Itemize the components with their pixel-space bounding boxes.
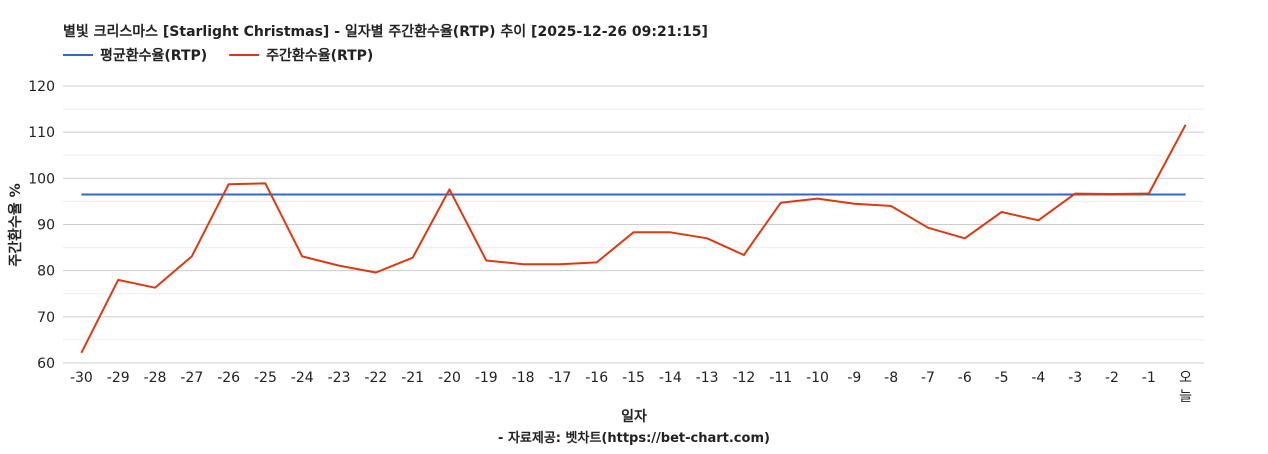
x-tick-label: -21 (401, 370, 424, 386)
x-tick-label: -19 (475, 370, 498, 386)
y-axis: 60 70 80 90 100 110 120 (28, 79, 55, 372)
y-tick-label: 60 (37, 356, 55, 372)
weekly-rtp-line (80, 124, 1187, 354)
x-tick-label: -16 (585, 370, 608, 386)
x-tick-label: -6 (958, 370, 972, 386)
x-tick-label: -13 (696, 370, 719, 386)
x-tick-label: -25 (254, 370, 277, 386)
x-tick-label: -9 (847, 370, 861, 386)
x-tick-label: -29 (107, 370, 130, 386)
y-tick-label: 80 (37, 264, 55, 280)
legend: 평균환수율(RTP) 주간환수율(RTP) (63, 47, 373, 64)
data-source-credit: - 자료제공: 벳차트(https://bet-chart.com) (498, 430, 770, 446)
x-tick-label: -20 (438, 370, 461, 386)
legend-label: 주간환수율(RTP) (266, 47, 373, 64)
x-tick-label: -11 (769, 370, 792, 386)
x-tick-label: -1 (1142, 370, 1156, 386)
y-axis-title: 주간환수율 % (7, 183, 24, 266)
x-tick-label: -14 (659, 370, 682, 386)
chart-title: 별빛 크리스마스 [Starlight Christmas] - 일자별 주간환… (63, 23, 708, 40)
gridlines (63, 85, 1204, 364)
y-tick-label: 100 (28, 171, 55, 187)
x-tick-label: -15 (622, 370, 645, 386)
y-tick-label: 110 (28, 125, 55, 141)
x-tick-label: -8 (884, 370, 898, 386)
x-tick-label: -28 (144, 370, 167, 386)
y-tick-label: 120 (28, 79, 55, 95)
x-tick-label: -2 (1105, 370, 1119, 386)
x-tick-label: -5 (995, 370, 1009, 386)
x-tick-label: -27 (180, 370, 203, 386)
x-axis-title: 일자 (621, 409, 647, 425)
x-tick-label: -23 (328, 370, 351, 386)
x-tick-label: -4 (1031, 370, 1045, 386)
x-tick-label: -10 (806, 370, 829, 386)
x-tick-label: -7 (921, 370, 935, 386)
x-tick-label: -17 (548, 370, 571, 386)
x-axis: -30 -29 -28 -27 -26 -25 -24 -23 -22 -21 -20 -19 -18-… (70, 370, 1192, 405)
x-tick-label: -26 (217, 370, 240, 386)
x-tick-label: -12 (732, 370, 755, 386)
x-tick-label: -30 (70, 370, 93, 386)
legend-label: 평균환수율(RTP) (100, 47, 207, 64)
x-tick-label: -24 (291, 370, 314, 386)
x-tick-label: -18 (512, 370, 535, 386)
series-lines (80, 124, 1187, 354)
x-tick-label: -22 (364, 370, 387, 386)
y-tick-label: 70 (37, 310, 55, 326)
x-tick-label: -3 (1068, 370, 1082, 386)
y-tick-label: 90 (37, 218, 55, 234)
